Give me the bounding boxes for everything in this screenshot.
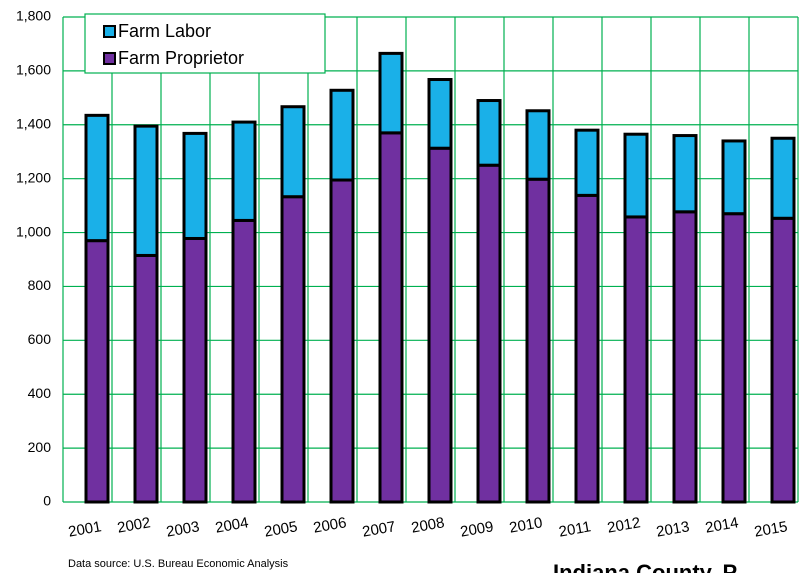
x-tick-label: 2014: [704, 514, 740, 537]
legend-box: [84, 13, 326, 74]
x-tick-label: 2010: [508, 514, 544, 537]
x-tick-label: 2008: [410, 514, 446, 537]
bar-segment: [476, 99, 502, 167]
x-tick-label: 2004: [214, 514, 250, 537]
bar-segment: [378, 51, 404, 135]
legend-label: Farm Labor: [118, 21, 211, 41]
bar-segment: [574, 193, 600, 504]
bar-segment: [182, 131, 208, 240]
bar-segment: [476, 163, 502, 504]
bar-segment: [84, 239, 110, 504]
bar-segment: [721, 212, 747, 504]
bar-segment: [672, 210, 698, 504]
bar-segment: [672, 134, 698, 214]
y-tick-label: 0: [43, 493, 51, 509]
bar-segment: [427, 78, 453, 150]
bar-segment: [574, 128, 600, 197]
bar-segment: [770, 136, 796, 220]
bar-segment: [231, 218, 257, 504]
bar-segment: [721, 139, 747, 216]
bar-segment: [182, 236, 208, 504]
x-tick-label: 2011: [558, 518, 593, 540]
legend-swatch: [103, 52, 116, 65]
legend-label: Farm Proprietor: [118, 48, 244, 68]
bar-segment: [231, 120, 257, 222]
bar-segment: [623, 215, 649, 504]
x-tick-label: 2012: [606, 514, 642, 537]
y-tick-label: 1,000: [16, 223, 51, 239]
bar-segment: [280, 195, 306, 504]
x-tick-label: 2001: [67, 518, 103, 541]
bar-segment: [329, 88, 355, 182]
legend-swatch: [103, 25, 116, 38]
x-tick-label: 2013: [655, 518, 691, 541]
y-tick-label: 1,200: [16, 169, 51, 185]
bar-segment: [770, 216, 796, 504]
bar-segment: [280, 105, 306, 199]
y-tick-label: 1,600: [16, 62, 51, 78]
x-tick-label: 2009: [459, 518, 495, 541]
source-note: Data source: U.S. Bureau Economic Analys…: [68, 558, 289, 570]
y-tick-label: 1,800: [16, 8, 51, 24]
x-tick-label: 2002: [116, 514, 152, 537]
bar-segment: [623, 132, 649, 219]
y-tick-label: 200: [28, 439, 52, 455]
x-tick-label: 2006: [312, 514, 348, 537]
x-tick-label: 2005: [263, 518, 299, 541]
bar-segment: [84, 113, 110, 243]
bar-segment: [427, 146, 453, 504]
bar-segment: [378, 131, 404, 504]
bar-segment: [133, 253, 159, 504]
y-tick-label: 1,400: [16, 115, 51, 131]
y-tick-label: 800: [28, 277, 52, 293]
county-label: Indiana County, P: [553, 560, 737, 573]
x-tick-label: 2003: [165, 518, 201, 541]
bar-segment: [525, 177, 551, 504]
bar-segment: [329, 178, 355, 504]
y-tick-label: 600: [28, 331, 52, 347]
x-tick-label: 2015: [753, 518, 789, 541]
x-tick-label: 2007: [361, 518, 397, 541]
bar-segment: [133, 124, 159, 257]
bar-segment: [525, 109, 551, 181]
y-tick-label: 400: [28, 385, 52, 401]
